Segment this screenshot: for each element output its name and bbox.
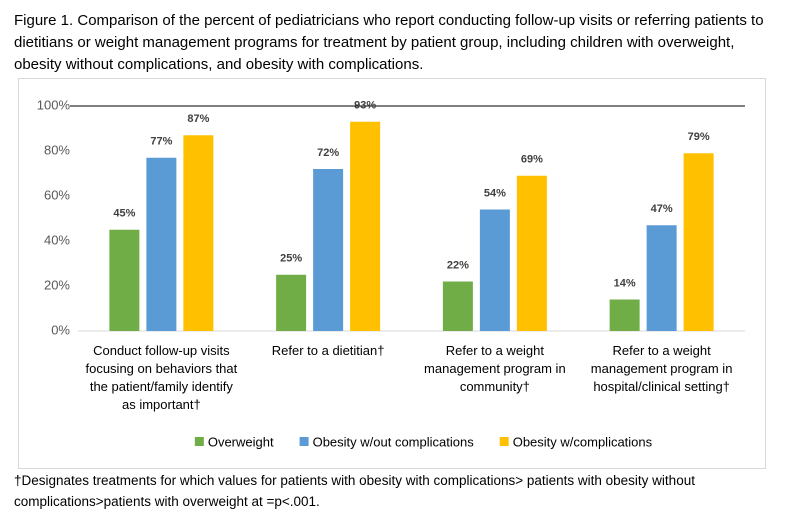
bar bbox=[183, 135, 214, 331]
value-label: 87% bbox=[187, 113, 209, 125]
bar bbox=[479, 209, 510, 331]
y-tick-label: 20% bbox=[44, 277, 70, 292]
value-label: 69% bbox=[521, 154, 543, 166]
figure-caption: Figure 1. Comparison of the percent of p… bbox=[14, 12, 764, 73]
bar bbox=[313, 169, 344, 331]
chart-frame bbox=[18, 78, 766, 469]
value-label: 14% bbox=[614, 277, 636, 289]
value-label: 79% bbox=[688, 131, 710, 143]
bar bbox=[683, 153, 714, 331]
value-label: 93% bbox=[354, 100, 376, 112]
value-label: 77% bbox=[150, 136, 172, 148]
bar bbox=[516, 175, 547, 331]
bar bbox=[442, 281, 473, 331]
legend-label: Overweight bbox=[208, 434, 274, 449]
value-label: 47% bbox=[651, 203, 673, 215]
legend-swatch bbox=[194, 437, 204, 446]
x-tick-label: Refer to a dietitian† bbox=[272, 343, 385, 358]
value-label: 54% bbox=[484, 187, 506, 199]
bar bbox=[646, 225, 677, 331]
bar bbox=[146, 157, 177, 331]
x-tick-label: Conduct follow-up visits focusing on beha… bbox=[85, 343, 237, 412]
y-tick-label: 40% bbox=[44, 232, 70, 247]
value-label: 25% bbox=[280, 253, 302, 265]
x-tick-label: Refer to a weight management program in co… bbox=[424, 343, 566, 394]
value-label: 72% bbox=[317, 147, 339, 159]
y-tick-label: 80% bbox=[44, 142, 70, 157]
y-tick-label: 100% bbox=[37, 97, 71, 112]
bar bbox=[109, 229, 140, 331]
footnote: †Designates treatments for which values … bbox=[14, 473, 695, 509]
legend-swatch bbox=[299, 437, 309, 446]
bar bbox=[276, 274, 307, 331]
legend-swatch bbox=[499, 437, 509, 446]
bar bbox=[609, 299, 640, 331]
y-tick-label: 60% bbox=[44, 187, 70, 202]
x-tick-label: Refer to a weight management program in ho… bbox=[591, 343, 733, 394]
legend-label: Obesity w/complications bbox=[513, 434, 653, 449]
y-tick-label: 0% bbox=[51, 322, 70, 337]
value-label: 22% bbox=[447, 259, 469, 271]
legend-label: Obesity w/out complications bbox=[313, 434, 475, 449]
value-label: 45% bbox=[113, 208, 135, 220]
bar bbox=[350, 121, 381, 331]
